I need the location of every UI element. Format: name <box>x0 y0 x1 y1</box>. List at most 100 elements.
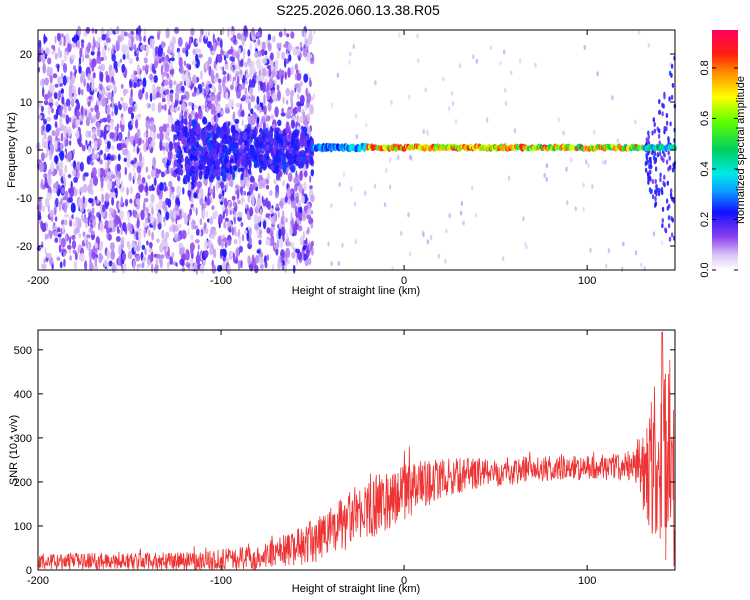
noise-speckle <box>241 156 246 167</box>
noise-speckle <box>274 106 279 118</box>
noise-speckle <box>310 194 315 203</box>
noise-speckle <box>304 206 309 211</box>
noise-speckle <box>189 36 192 46</box>
noise-speckle <box>264 78 268 84</box>
noise-speckle <box>262 199 267 207</box>
noise-speckle <box>43 100 49 106</box>
noise-speckle <box>230 37 235 42</box>
noise-speckle <box>207 192 210 199</box>
noise-speckle <box>235 184 239 190</box>
noise-speckle <box>605 263 608 269</box>
noise-speckle <box>72 249 77 254</box>
noise-speckle <box>274 59 279 71</box>
noise-speckle <box>305 237 308 248</box>
noise-speckle <box>164 104 167 112</box>
noise-speckle <box>663 174 666 180</box>
noise-speckle <box>106 126 110 131</box>
noise-speckle <box>190 165 195 171</box>
noise-speckle <box>88 57 92 63</box>
noise-speckle <box>188 113 192 121</box>
noise-speckle <box>266 90 271 101</box>
noise-speckle <box>121 236 125 246</box>
noise-speckle <box>183 60 187 66</box>
noise-speckle <box>107 159 110 170</box>
noise-speckle <box>205 253 208 259</box>
noise-speckle <box>63 35 66 46</box>
noise-speckle <box>187 189 191 198</box>
noise-speckle <box>243 168 247 180</box>
noise-speckle <box>651 179 654 184</box>
noise-speckle <box>71 42 77 48</box>
noise-speckle <box>249 43 252 51</box>
y-tick-label: 200 <box>14 477 32 489</box>
noise-speckle <box>115 177 120 189</box>
noise-speckle <box>337 261 340 266</box>
noise-speckle <box>143 197 149 203</box>
noise-speckle <box>254 104 259 109</box>
noise-speckle <box>210 109 216 115</box>
noise-speckle <box>232 111 236 122</box>
noise-speckle <box>210 96 215 102</box>
noise-speckle <box>146 64 149 70</box>
noise-speckle <box>278 228 282 240</box>
noise-speckle <box>81 213 84 222</box>
noise-speckle <box>130 112 135 120</box>
noise-speckle <box>262 58 267 65</box>
noise-speckle <box>194 111 199 122</box>
noise-speckle <box>123 222 127 233</box>
noise-speckle <box>163 221 166 227</box>
noise-speckle <box>637 29 641 35</box>
noise-speckle <box>240 221 244 227</box>
noise-speckle <box>259 81 264 91</box>
noise-speckle <box>61 187 65 194</box>
noise-speckle <box>175 197 180 206</box>
noise-speckle <box>99 83 103 92</box>
noise-speckle <box>49 75 53 84</box>
noise-speckle <box>174 107 179 112</box>
noise-speckle <box>299 206 303 214</box>
x-tick-label: -200 <box>27 275 49 287</box>
noise-speckle <box>290 31 295 39</box>
noise-speckle <box>213 77 219 83</box>
noise-speckle <box>233 143 239 148</box>
noise-speckle <box>663 94 666 100</box>
noise-speckle <box>148 248 153 253</box>
snr-y-ticks: 0 100 200 300 400 500 <box>14 345 675 577</box>
noise-speckle <box>336 72 340 78</box>
noise-speckle <box>142 256 147 261</box>
noise-speckle <box>223 197 228 209</box>
noise-speckle <box>207 121 212 132</box>
noise-speckle <box>154 60 158 69</box>
noise-speckle <box>258 83 261 93</box>
noise-speckle <box>161 105 165 110</box>
noise-speckle <box>123 105 126 112</box>
noise-speckle <box>161 98 166 103</box>
colorbar: 0.0 0.2 0.4 0.6 0.8 Normalized spectral ampl… <box>699 30 747 278</box>
noise-speckle <box>265 184 270 190</box>
noise-speckle <box>73 188 78 197</box>
noise-speckle <box>204 239 208 250</box>
noise-speckle <box>355 113 358 119</box>
noise-speckle <box>162 52 166 58</box>
noise-speckle <box>185 49 189 57</box>
noise-speckle <box>165 28 170 39</box>
noise-speckle <box>85 116 90 127</box>
noise-speckle <box>133 243 137 253</box>
noise-speckle <box>101 98 106 107</box>
noise-speckle <box>169 226 174 232</box>
noise-speckle <box>276 42 281 50</box>
noise-speckle <box>286 241 292 247</box>
noise-speckle <box>671 196 674 202</box>
noise-speckle <box>295 129 300 134</box>
noise-speckle <box>192 141 197 147</box>
noise-speckle <box>310 156 314 165</box>
noise-speckle <box>271 215 276 226</box>
noise-speckle <box>501 256 505 262</box>
noise-speckle <box>228 266 231 272</box>
noise-speckle <box>100 56 104 62</box>
noise-speckle <box>159 140 163 151</box>
noise-speckle <box>397 154 400 160</box>
noise-speckle <box>256 95 260 106</box>
noise-speckle <box>216 175 221 181</box>
noise-speckle <box>102 117 108 123</box>
